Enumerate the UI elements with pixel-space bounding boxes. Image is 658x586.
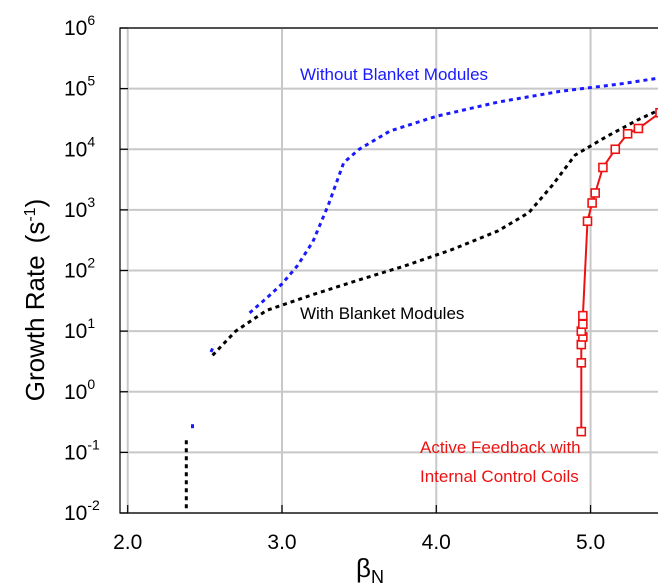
data-point-active-feedback	[576, 426, 587, 437]
data-point-active-feedback	[598, 162, 608, 173]
y-axis-label-exponent: -1	[22, 207, 39, 221]
y-tick-label: 102	[64, 255, 95, 283]
annotation-active-feedback-line2: Internal Control Coils	[420, 467, 579, 486]
y-tick-exponent: 5	[87, 73, 95, 89]
y-tick-exponent: -1	[87, 436, 100, 452]
data-point-active-feedback	[578, 319, 588, 330]
x-axis-label: βN	[356, 553, 384, 586]
y-axis-label-text: Growth Rate	[20, 255, 50, 401]
x-tick-labels: 2.0 3.0 4.0 5.0	[113, 531, 605, 554]
y-tick-exponent: 3	[87, 194, 95, 210]
y-tick-exponent: 1	[87, 315, 95, 331]
data-point-active-feedback	[655, 107, 658, 118]
series-line-without-blanket	[248, 76, 658, 315]
series-line-without-blanket	[209, 344, 216, 353]
data-point-active-feedback	[633, 123, 644, 134]
x-tick-label: 5.0	[576, 531, 605, 554]
y-tick-base: 10	[64, 441, 87, 464]
annotation-without-blanket: Without Blanket Modules	[300, 65, 488, 84]
y-tick-base: 10	[64, 320, 87, 343]
y-axis-label: Growth Rate (s-1)	[20, 199, 50, 402]
y-tick-label: 105	[64, 73, 95, 101]
tick-marks	[120, 27, 592, 514]
y-tick-base: 10	[64, 199, 87, 222]
data-point-active-feedback	[587, 198, 597, 208]
y-tick-base: 10	[64, 260, 87, 283]
y-tick-base: 10	[64, 78, 87, 101]
y-tick-exponent: 6	[87, 12, 95, 28]
y-axis-label-units: (s	[20, 222, 50, 244]
data-point-active-feedback	[622, 128, 633, 139]
y-tick-label: 104	[64, 133, 95, 161]
y-tick-label: 100	[64, 376, 95, 404]
x-tick-label: 2.0	[113, 531, 142, 554]
y-tick-label: 103	[64, 194, 95, 222]
data-point-active-feedback	[578, 310, 588, 321]
y-tick-base: 10	[64, 502, 87, 525]
annotation-with-blanket: With Blanket Modules	[300, 304, 464, 323]
marker-layer	[576, 107, 658, 437]
data-point-active-feedback	[590, 188, 601, 198]
y-tick-label: 101	[64, 315, 95, 343]
series-line-active-feedback	[580, 113, 658, 432]
y-tick-base: 10	[64, 138, 87, 161]
x-tick-label: 3.0	[267, 531, 296, 554]
y-tick-exponent: 0	[87, 376, 95, 392]
x-axis-label-subscript: N	[371, 567, 384, 586]
y-tick-label: 106	[64, 12, 95, 40]
data-point-active-feedback	[610, 144, 621, 155]
y-tick-exponent: -2	[87, 497, 100, 513]
x-axis-label-symbol: β	[356, 553, 371, 583]
y-tick-base: 10	[64, 381, 87, 404]
y-tick-label: 10-1	[64, 436, 100, 464]
annotation-active-feedback-line1: Active Feedback with	[420, 438, 581, 457]
series-line-with-blanket	[211, 108, 658, 357]
x-tick-label: 4.0	[422, 531, 451, 554]
y-axis-label-close: )	[20, 199, 50, 208]
y-tick-exponent: 4	[87, 133, 95, 149]
y-tick-exponent: 2	[87, 255, 95, 271]
data-point-active-feedback	[576, 358, 587, 368]
y-tick-base: 10	[64, 17, 87, 40]
data-point-active-feedback	[582, 216, 593, 227]
y-tick-label: 10-2	[64, 497, 100, 525]
